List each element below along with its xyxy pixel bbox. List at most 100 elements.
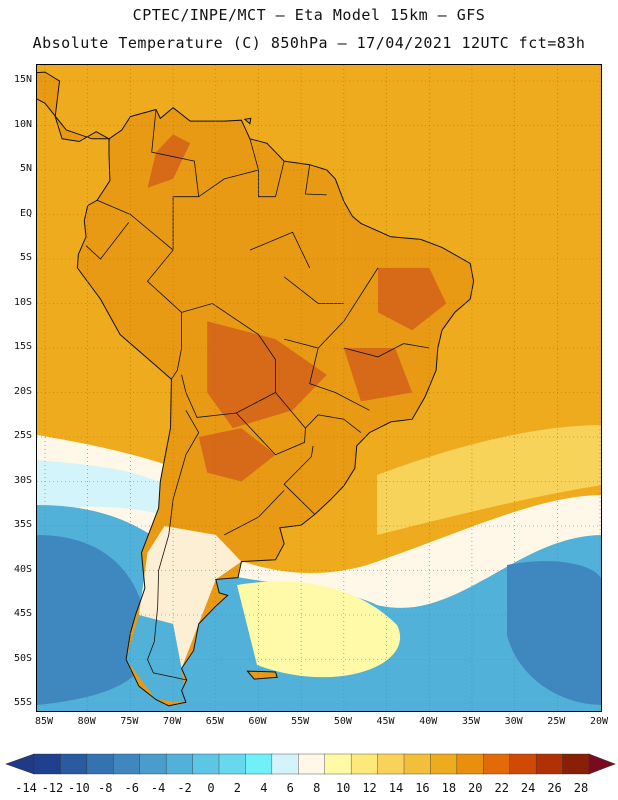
border-uruguay — [283, 445, 316, 515]
longitude-label: 60W — [248, 716, 267, 727]
colorbar-tick-label: 22 — [494, 781, 509, 795]
colorbar-tick-label: 6 — [286, 781, 294, 795]
latitude-label: 40S — [13, 563, 32, 575]
latitude-label: 45S — [13, 608, 32, 619]
colorbar-swatch — [113, 753, 141, 775]
northeast-heat — [378, 267, 447, 331]
colorbar-tick-label: -4 — [150, 781, 166, 795]
mild-band-east — [377, 425, 601, 535]
colorbar-tick-label: 18 — [441, 781, 457, 795]
colorbar-swatch — [271, 753, 299, 775]
coastline — [76, 107, 475, 707]
border-state-5 — [249, 231, 311, 269]
map-panel — [36, 64, 602, 712]
graticule — [37, 65, 601, 711]
colorbar-tick-label: 10 — [335, 781, 351, 795]
border-venezuela-brazil — [198, 138, 259, 198]
colorbar-tick-label: 8 — [313, 781, 321, 795]
latitude-label: 25S — [13, 430, 32, 441]
warm-tongue-south — [237, 581, 401, 678]
border-state-6 — [305, 414, 362, 433]
colorbar-tick-label: 16 — [415, 781, 430, 795]
longitude-label: 25W — [547, 716, 566, 727]
colorbar-tick-label: 20 — [468, 781, 483, 795]
longitude-label: 40W — [419, 716, 438, 727]
colorbar-swatch — [350, 753, 379, 775]
longitude-label: 35W — [461, 716, 480, 727]
colorbar-tick-label: -14 — [15, 781, 37, 795]
cold-band-west — [37, 460, 165, 515]
colorbar-swatch — [192, 753, 220, 775]
colorbar — [5, 753, 616, 775]
latitude-label: 5S — [19, 252, 32, 263]
latitude-label: 5N — [19, 163, 32, 174]
colorbar-tick-label: 12 — [362, 781, 377, 795]
longitude-label: 55W — [291, 716, 310, 727]
colorbar-tick-label: -12 — [41, 781, 64, 795]
central-america — [37, 71, 111, 143]
latitude-label: 20S — [13, 385, 32, 397]
colorbar-swatch — [562, 753, 590, 775]
colorbar-over-arrow — [588, 753, 616, 775]
colorbar-swatch — [298, 753, 326, 775]
cerrado-heat — [343, 348, 413, 402]
falkland-islands — [246, 670, 278, 680]
colorbar-tick-label: 24 — [520, 781, 536, 795]
latitude-label: 15S — [13, 341, 32, 352]
latitude-label: 30S — [13, 474, 32, 486]
longitude-label: 20W — [589, 716, 609, 727]
colorbar-swatch — [60, 753, 88, 775]
colorbar-swatch — [218, 753, 247, 775]
map-title: CPTEC/INPE/MCT – Eta Model 15km – GFS — [132, 6, 486, 24]
colorbar-swatch — [33, 753, 62, 775]
colorbar-swatch — [139, 753, 167, 775]
longitude-label: 70W — [163, 716, 182, 727]
colorbar-tick-label: 28 — [573, 781, 589, 795]
longitude-label: 75W — [120, 716, 139, 727]
border-chile-argentina — [147, 410, 200, 681]
border-guyana — [258, 161, 285, 198]
colorbar-tick-label: 2 — [233, 781, 242, 795]
colorbar-swatch — [456, 753, 484, 775]
colorbar-tick-label: 14 — [388, 781, 404, 795]
colorbar-swatch — [483, 753, 511, 775]
longitude-label: 85W — [34, 716, 54, 727]
latitude-label: 10S — [13, 296, 32, 308]
longitude-label: 45W — [376, 716, 395, 727]
colorbar-swatch — [430, 753, 458, 775]
temperature-map — [37, 65, 601, 711]
latitude-label: 35S — [13, 519, 32, 530]
latitude-label: 50S — [13, 652, 32, 664]
argentina-heat — [198, 428, 276, 482]
latitude-label: 15N — [13, 74, 32, 85]
colorbar-tick-label: -2 — [177, 781, 192, 795]
colorbar-under-arrow — [5, 753, 35, 775]
colorbar-swatch — [535, 753, 564, 775]
colorbar-swatch — [86, 753, 114, 775]
longitude-label: 50W — [333, 716, 352, 727]
colorbar-tick-label: 26 — [547, 781, 562, 795]
border-state-3 — [343, 343, 430, 358]
colorbar-swatch — [377, 753, 405, 775]
longitude-label: 65W — [205, 716, 224, 727]
colorbar-swatch — [509, 753, 537, 775]
colder-pocket-sw — [37, 535, 150, 705]
colorbar-tick-label: 4 — [260, 781, 268, 795]
border-state-2 — [309, 347, 370, 411]
border-ecuador-peru — [85, 222, 130, 260]
trinidad-island — [243, 117, 252, 125]
border-paraguay — [236, 392, 306, 456]
latitude-label: EQ — [19, 207, 32, 219]
colorbar-tick-label: -6 — [124, 781, 139, 795]
andes-warm-north — [147, 134, 191, 188]
southern-tip-cold — [126, 615, 186, 703]
map-subtitle: Absolute Temperature (C) 850hPa – 17/04/… — [32, 34, 586, 52]
colorbar-swatch — [324, 753, 352, 775]
colorbar-swatch — [245, 753, 273, 775]
latitude-label: 10N — [13, 118, 32, 130]
longitude-label: 30W — [504, 716, 523, 727]
colorbar-tick-label: -8 — [98, 781, 113, 795]
latitude-label: 55S — [13, 697, 32, 708]
colorbar-tick-label: 0 — [207, 781, 215, 795]
colorbar-swatch — [403, 753, 432, 775]
